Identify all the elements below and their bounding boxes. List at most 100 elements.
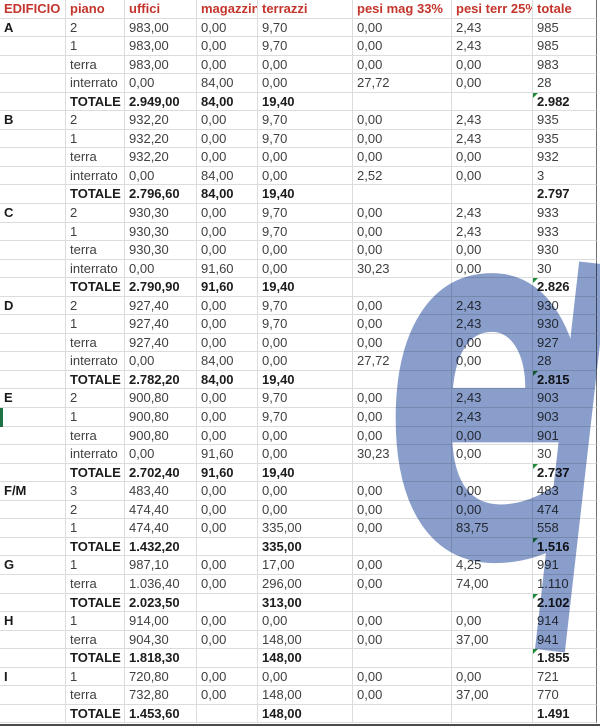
totale-cell[interactable]: 930: [533, 296, 597, 316]
uffici-cell[interactable]: 732,80: [125, 686, 197, 705]
piano-cell[interactable]: 1: [66, 612, 125, 631]
magazzini-cell[interactable]: [197, 537, 258, 557]
building-cell[interactable]: [0, 704, 66, 724]
pesi-mag-cell[interactable]: 0,00: [353, 556, 452, 575]
terrazzi-cell[interactable]: 148,00: [258, 649, 353, 668]
pesi-mag-cell[interactable]: 0,00: [353, 389, 452, 409]
building-cell[interactable]: [0, 92, 66, 112]
magazzini-cell[interactable]: [197, 649, 258, 668]
magazzini-cell[interactable]: 84,00: [197, 185, 258, 205]
terrazzi-cell[interactable]: 9,70: [258, 204, 353, 223]
pesi-mag-cell[interactable]: 2,52: [353, 166, 452, 186]
pesi-terr-cell[interactable]: 2,43: [452, 111, 533, 130]
pesi-terr-cell[interactable]: 2,43: [452, 296, 533, 316]
magazzini-cell[interactable]: 0,00: [197, 296, 258, 316]
magazzini-cell[interactable]: 0,00: [197, 148, 258, 167]
building-cell[interactable]: [0, 185, 66, 205]
pesi-terr-cell[interactable]: 74,00: [452, 574, 533, 594]
terrazzi-cell[interactable]: 19,40: [258, 92, 353, 112]
uffici-cell[interactable]: 0,00: [125, 166, 197, 186]
uffici-cell[interactable]: 1.453,60: [125, 704, 197, 724]
pesi-mag-cell[interactable]: 0,00: [353, 630, 452, 650]
totale-cell[interactable]: 930: [533, 241, 597, 260]
terrazzi-cell[interactable]: 9,70: [258, 222, 353, 242]
terrazzi-cell[interactable]: 0,00: [258, 166, 353, 186]
piano-cell[interactable]: 2: [66, 18, 125, 38]
piano-cell[interactable]: TOTALE: [66, 278, 125, 297]
pesi-terr-cell[interactable]: 2,43: [452, 389, 533, 409]
uffici-cell[interactable]: 2.782,20: [125, 370, 197, 390]
piano-cell[interactable]: TOTALE: [66, 463, 125, 483]
piano-cell[interactable]: terra: [66, 686, 125, 705]
terrazzi-cell[interactable]: 0,00: [258, 612, 353, 631]
pesi-terr-cell[interactable]: 0,00: [452, 612, 533, 631]
pesi-mag-cell[interactable]: [353, 278, 452, 297]
totale-cell[interactable]: 1.491: [533, 704, 597, 724]
pesi-terr-cell[interactable]: 2,43: [452, 408, 533, 427]
pesi-terr-cell[interactable]: [452, 370, 533, 390]
pesi-mag-cell[interactable]: 0,00: [353, 37, 452, 56]
magazzini-cell[interactable]: 0,00: [197, 500, 258, 520]
totale-cell[interactable]: 927: [533, 333, 597, 353]
uffici-cell[interactable]: 474,40: [125, 500, 197, 520]
uffici-cell[interactable]: 2.949,00: [125, 92, 197, 112]
building-cell[interactable]: I: [0, 667, 66, 687]
uffici-cell[interactable]: 474,40: [125, 519, 197, 538]
piano-cell[interactable]: TOTALE: [66, 593, 125, 613]
column-header-totale[interactable]: totale: [533, 0, 597, 19]
uffici-cell[interactable]: 930,30: [125, 241, 197, 260]
uffici-cell[interactable]: 2.796,60: [125, 185, 197, 205]
totale-cell[interactable]: 914: [533, 612, 597, 631]
uffici-cell[interactable]: 0,00: [125, 74, 197, 93]
piano-cell[interactable]: terra: [66, 630, 125, 650]
totale-cell[interactable]: 1.516: [533, 537, 597, 557]
pesi-mag-cell[interactable]: 0,00: [353, 111, 452, 130]
column-header-edificio[interactable]: EDIFICIO: [0, 0, 66, 19]
terrazzi-cell[interactable]: 9,70: [258, 389, 353, 409]
totale-cell[interactable]: 933: [533, 222, 597, 242]
pesi-terr-cell[interactable]: [452, 649, 533, 668]
pesi-mag-cell[interactable]: [353, 370, 452, 390]
pesi-mag-cell[interactable]: 0,00: [353, 55, 452, 75]
column-header-pesi-terr-25-[interactable]: pesi terr 25%: [452, 0, 533, 19]
terrazzi-cell[interactable]: 19,40: [258, 370, 353, 390]
pesi-terr-cell[interactable]: [452, 92, 533, 112]
pesi-terr-cell[interactable]: 37,00: [452, 686, 533, 705]
pesi-terr-cell[interactable]: 83,75: [452, 519, 533, 538]
magazzini-cell[interactable]: 0,00: [197, 333, 258, 353]
totale-cell[interactable]: 558: [533, 519, 597, 538]
magazzini-cell[interactable]: [197, 593, 258, 613]
pesi-mag-cell[interactable]: 30,23: [353, 445, 452, 464]
magazzini-cell[interactable]: 0,00: [197, 686, 258, 705]
magazzini-cell[interactable]: 0,00: [197, 574, 258, 594]
piano-cell[interactable]: TOTALE: [66, 185, 125, 205]
pesi-mag-cell[interactable]: 30,23: [353, 259, 452, 279]
pesi-mag-cell[interactable]: 0,00: [353, 612, 452, 631]
terrazzi-cell[interactable]: 0,00: [258, 55, 353, 75]
uffici-cell[interactable]: 0,00: [125, 259, 197, 279]
pesi-mag-cell[interactable]: 0,00: [353, 519, 452, 538]
totale-cell[interactable]: 2.982: [533, 92, 597, 112]
uffici-cell[interactable]: 1.432,20: [125, 537, 197, 557]
magazzini-cell[interactable]: 0,00: [197, 408, 258, 427]
totale-cell[interactable]: 983: [533, 55, 597, 75]
building-cell[interactable]: [0, 426, 66, 446]
building-cell[interactable]: [0, 500, 66, 520]
magazzini-cell[interactable]: [197, 704, 258, 724]
totale-cell[interactable]: 903: [533, 389, 597, 409]
piano-cell[interactable]: 2: [66, 389, 125, 409]
magazzini-cell[interactable]: 0,00: [197, 630, 258, 650]
totale-cell[interactable]: 1.855: [533, 649, 597, 668]
pesi-mag-cell[interactable]: 0,00: [353, 241, 452, 260]
pesi-terr-cell[interactable]: 0,00: [452, 259, 533, 279]
pesi-mag-cell[interactable]: 0,00: [353, 296, 452, 316]
magazzini-cell[interactable]: 0,00: [197, 389, 258, 409]
totale-cell[interactable]: 2.797: [533, 185, 597, 205]
building-cell[interactable]: [0, 55, 66, 75]
terrazzi-cell[interactable]: 0,00: [258, 426, 353, 446]
pesi-terr-cell[interactable]: [452, 537, 533, 557]
pesi-mag-cell[interactable]: 27,72: [353, 352, 452, 371]
pesi-terr-cell[interactable]: 0,00: [452, 333, 533, 353]
uffici-cell[interactable]: 983,00: [125, 18, 197, 38]
magazzini-cell[interactable]: 0,00: [197, 129, 258, 149]
